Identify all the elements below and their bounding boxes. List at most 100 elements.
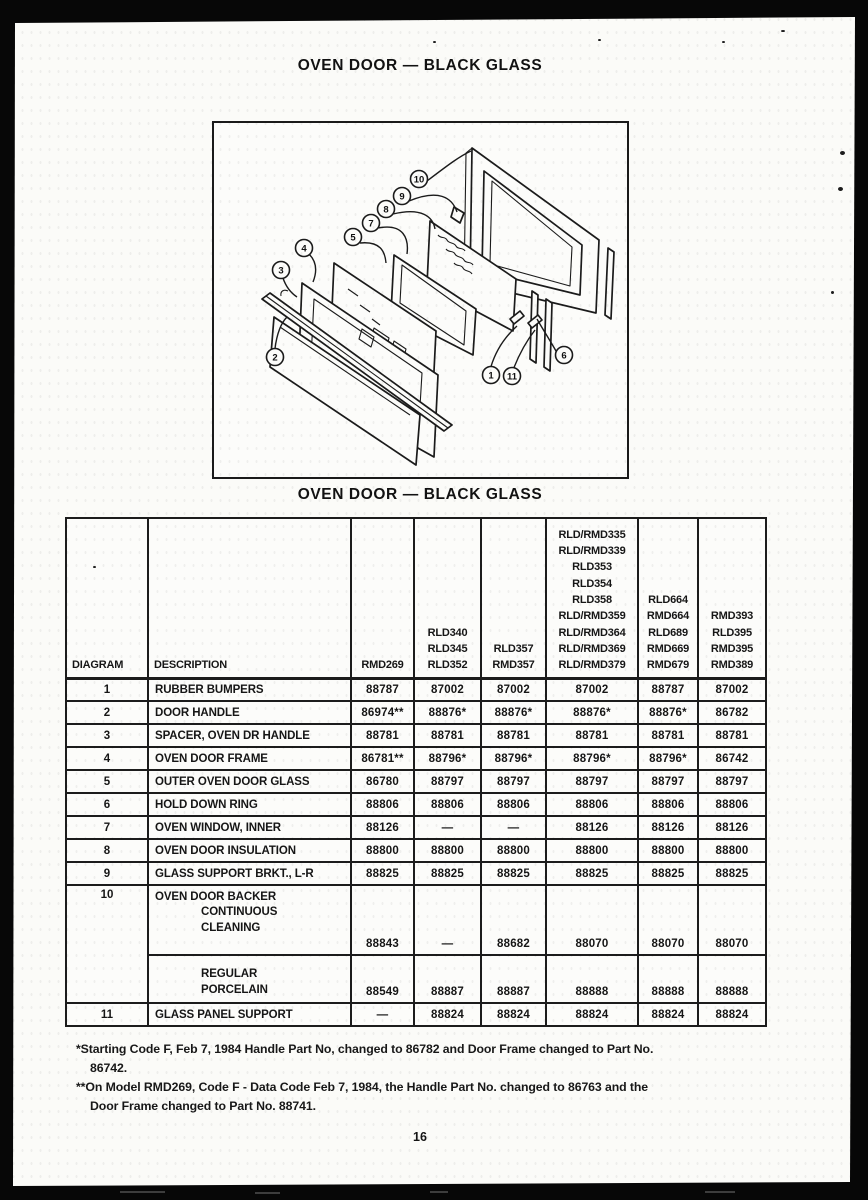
table-row: 5 OUTER OVEN DOOR GLASS 86780 88797 88797 887… [65,769,767,794]
part-number-cell: 88824 [697,1002,767,1027]
callout-leaders [274,150,557,368]
footnote-line: Door Frame changed to Part No. 88741. [90,1099,316,1113]
diagram-number-cell: 4 [65,746,149,771]
part-number-cell: 88876* [545,700,639,725]
callout-number: 6 [561,350,566,361]
table-row: 6 HOLD DOWN RING 88806 88806 88806 88806 88806… [65,792,767,817]
table-row: REGULAR PORCELAIN 88549 88887 88887 88888 8888… [66,954,767,1004]
callout-circle [481,365,501,385]
part-number-cell: 88797 [545,769,639,794]
column-header: DIAGRAM [65,517,149,680]
part-number-cell: 88843 [350,884,415,956]
insulation-panel [426,220,517,332]
table-row: 8 OVEN DOOR INSULATION 88800 88800 88800 8880… [65,838,767,863]
callout-number: 8 [383,204,388,215]
column-header: DESCRIPTION [147,517,352,680]
table-row: 9 GLASS SUPPORT BRKT., L-R 88825 88825 88825… [65,861,767,886]
description-cell: DOOR HANDLE [147,700,352,725]
glass-panel-support [527,314,543,329]
scan-speck [120,1191,165,1193]
description-cell: HOLD DOWN RING [147,792,352,817]
diagram-caption: OVEN DOOR — BLACK GLASS [297,486,543,503]
part-number-cell: 88800 [637,838,699,863]
column-header: RLD340 RLD345 RLD352 [413,517,482,680]
part-number-cell: 88806 [480,792,547,817]
callout-number: 3 [278,265,283,276]
scan-speck [93,566,96,568]
callout-circle [392,186,412,206]
table-header-row: DIAGRAM DESCRIPTION RMD269 RLD340 RLD345 RLD3… [65,517,767,680]
clip-part [450,206,465,224]
parts-table: DIAGRAM DESCRIPTION RMD269 RLD340 RLD345 RLD3… [65,517,767,1027]
part-number-cell: 88682 [480,884,547,956]
glass-support-strip [604,247,615,320]
table-row: 3 SPACER, OVEN DR HANDLE 88781 88781 88781 88… [65,723,767,748]
glass-panel-support [509,310,525,325]
part-number-cell: 88797 [697,769,767,794]
scan-speck [598,39,601,41]
footnote: **On Model RMD269, Code F - Data Code Fe… [76,1078,766,1116]
part-number-cell: 88800 [545,838,639,863]
callout-number: 4 [301,243,307,254]
diagram-number-cell: 3 [65,723,149,748]
part-number-cell: 88800 [413,838,482,863]
table-row: 7 OVEN WINDOW, INNER 88126— —88126 88126 8812… [65,815,767,840]
callout-circle [294,238,314,258]
description-cell: OUTER OVEN DOOR GLASS [147,769,352,794]
part-number-cell: 88781 [350,723,415,748]
table-row: 2 DOOR HANDLE 86974** 88876* 88876* 88876* 888… [65,700,767,725]
part-number-cell: 87002 [413,677,482,702]
callout-circle [361,213,381,233]
diagram-number-cell: 10 [65,884,149,1004]
scan-speck [255,1192,280,1194]
diagram-number-cell: 5 [65,769,149,794]
description-cell: OVEN WINDOW, INNER [147,815,352,840]
callout-circle [271,260,291,280]
scan-speck [430,1191,448,1193]
part-number-cell: 87002 [697,677,767,702]
table-row: 11 GLASS PANEL SUPPORT —88824 88824 88824 888… [65,1002,767,1027]
footnote-line: *Starting Code F, Feb 7, 1984 Handle Par… [76,1042,654,1056]
part-number-cell: 88888 [697,954,767,1004]
part-number-cell: 87002 [545,677,639,702]
scan-speck [781,30,785,32]
callout-number: 2 [272,352,277,363]
part-number-cell: 86780 [350,769,415,794]
diagram-number-cell: 1 [65,677,149,702]
scan-speck [433,41,436,43]
callout-number: 1 [488,370,494,381]
callout-circle [265,347,285,367]
part-number-cell: 88825 [545,861,639,886]
callout-number: 10 [414,174,425,185]
footnote-line: **On Model RMD269, Code F - Data Code Fe… [76,1080,648,1094]
part-number-cell: 88781 [480,723,547,748]
footnotes: *Starting Code F, Feb 7, 1984 Handle Par… [76,1040,766,1116]
part-number-cell: 88787 [350,677,415,702]
part-number-cell: 88824 [480,1002,547,1027]
part-number-cell: 88825 [413,861,482,886]
diagram-number-cell: 11 [65,1002,149,1027]
part-number-cell: 88070 [637,884,699,956]
part-number-cell: 88796* [637,746,699,771]
part-number-cell: 88070 [697,884,767,956]
part-number-cell: 88781 [637,723,699,748]
scan-speck [838,187,843,191]
part-number-cell: 88781 [697,723,767,748]
scan-speck [831,291,834,294]
callout-number: 5 [350,232,356,243]
callout-circle [409,169,429,189]
part-number-cell: 88806 [545,792,639,817]
part-number-cell: 88825 [697,861,767,886]
part-number-cell: — [413,815,482,840]
part-number-cell: 88806 [350,792,415,817]
exploded-diagram: 1 2 3 4 5 6 789 10 11 [261,147,615,466]
description-cell: GLASS SUPPORT BRKT., L-R [147,861,352,886]
part-number-cell: 88781 [413,723,482,748]
part-number-cell: 88796* [545,746,639,771]
part-number-cell: 88876* [480,700,547,725]
table-row: 10 OVEN DOOR BACKER CONTINUOUS CLEANING 8884… [65,884,767,1004]
part-number-cell: 88888 [545,954,639,1004]
part-number-cell: 88797 [637,769,699,794]
part-number-cell: 88806 [697,792,767,817]
